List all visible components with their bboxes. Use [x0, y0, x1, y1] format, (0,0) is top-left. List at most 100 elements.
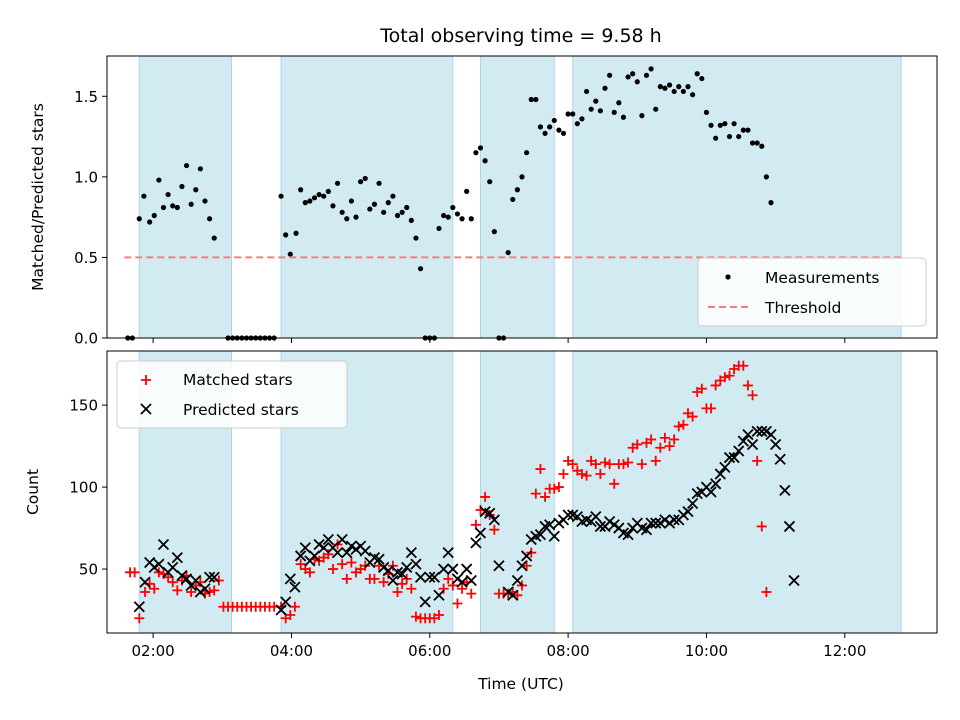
data-point [724, 370, 735, 381]
legend-label-matched: Matched stars [183, 371, 293, 389]
data-point [722, 121, 728, 127]
data-point [611, 109, 617, 115]
data-point [424, 571, 436, 583]
data-point [151, 212, 157, 219]
data-point [705, 486, 717, 498]
data-point [528, 96, 534, 103]
data-point [186, 587, 197, 598]
data-point [188, 201, 194, 207]
data-point [714, 468, 726, 480]
data-point [434, 609, 444, 620]
data-point [289, 581, 301, 593]
data-point [442, 547, 454, 559]
data-point [438, 583, 449, 594]
data-point [410, 558, 422, 570]
data-point [204, 587, 215, 598]
data-point [170, 203, 176, 209]
data-point [284, 573, 296, 585]
data-point [706, 403, 717, 414]
data-point [752, 455, 763, 466]
data-point [318, 542, 330, 554]
data-point [468, 216, 474, 222]
data-point [636, 459, 647, 470]
data-point [488, 514, 500, 526]
data-point [193, 187, 199, 193]
data-point [595, 468, 606, 479]
data-point [480, 491, 491, 502]
data-point [746, 438, 759, 451]
data-point [708, 122, 714, 128]
data-point [537, 124, 544, 130]
data-point [331, 547, 344, 559]
data-point [622, 528, 634, 541]
data-point [153, 558, 165, 570]
data-point [307, 198, 313, 204]
data-point [646, 434, 657, 445]
data-point [174, 204, 180, 211]
bottom-series [125, 360, 800, 624]
data-point [437, 563, 450, 575]
data-point [699, 75, 705, 82]
data-point [560, 130, 567, 136]
data-point [548, 530, 560, 542]
data-point [769, 438, 782, 451]
data-point [648, 66, 654, 72]
data-point [285, 609, 296, 620]
data-point [524, 150, 530, 156]
data-point [373, 553, 385, 565]
x-tick-label: 02:00 [131, 642, 174, 660]
data-point [283, 232, 289, 238]
data-point [645, 517, 657, 529]
data-point [685, 84, 691, 90]
data-point [334, 180, 341, 186]
data-point [278, 193, 284, 199]
data-point [616, 100, 622, 106]
data-point [493, 560, 505, 572]
data-point [167, 577, 178, 588]
data-point [299, 542, 311, 554]
data-point [650, 455, 661, 466]
data-point [673, 421, 684, 432]
data-point [441, 212, 447, 219]
data-point [774, 453, 786, 465]
data-point [597, 108, 603, 114]
data-point [593, 98, 599, 104]
data-point [341, 573, 352, 584]
data-point [399, 209, 405, 215]
data-point [535, 464, 546, 475]
data-point [339, 209, 345, 215]
data-point [703, 109, 710, 115]
data-point [544, 519, 556, 531]
data-point [410, 611, 421, 622]
legend-marker-predicted [140, 403, 152, 415]
data-point [401, 561, 413, 574]
data-point [590, 459, 601, 470]
y-tick-label: 1.5 [74, 88, 98, 106]
data-point [381, 209, 387, 215]
data-point [405, 547, 417, 559]
data-point [298, 187, 304, 193]
data-point [728, 451, 740, 464]
data-point [745, 127, 751, 133]
data-point [190, 574, 202, 587]
legend-label-threshold: Threshold [764, 299, 841, 317]
data-point [759, 143, 765, 149]
data-point [454, 211, 461, 217]
bottom-shaded-regions [138, 350, 902, 634]
data-point [417, 266, 424, 272]
data-point [558, 468, 569, 479]
data-point [738, 360, 749, 371]
data-point [655, 442, 666, 453]
data-point [742, 380, 753, 391]
data-point [371, 201, 378, 207]
data-point [211, 235, 217, 241]
data-point [369, 573, 380, 584]
data-point [456, 576, 468, 588]
data-point [687, 411, 698, 422]
data-point [640, 524, 653, 536]
data-point [749, 140, 756, 146]
data-point [344, 216, 350, 222]
data-point [360, 560, 371, 571]
x-tick-label: 04:00 [270, 642, 313, 660]
data-point [385, 200, 391, 206]
